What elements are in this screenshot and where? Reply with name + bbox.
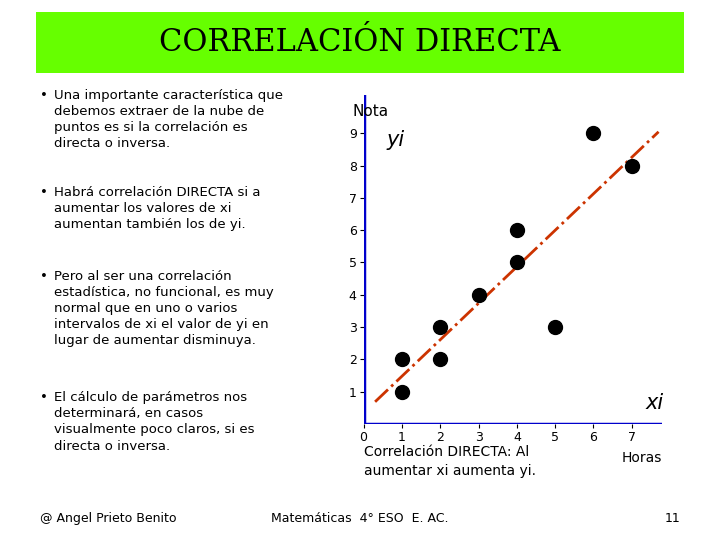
Text: aumentar xi aumenta yi.: aumentar xi aumenta yi. (364, 464, 536, 478)
Text: Pero al ser una correlación
estadística, no funcional, es muy
normal que en uno : Pero al ser una correlación estadística,… (54, 270, 274, 347)
Text: @ Angel Prieto Benito: @ Angel Prieto Benito (40, 512, 176, 525)
Text: yi: yi (387, 130, 405, 150)
Text: •: • (40, 186, 48, 199)
Text: CORRELACIÓN DIRECTA: CORRELACIÓN DIRECTA (159, 27, 561, 58)
Text: El cálculo de parámetros nos
determinará, en casos
visualmente poco claros, si e: El cálculo de parámetros nos determinará… (54, 392, 254, 453)
Text: •: • (40, 392, 48, 404)
Text: Correlación DIRECTA: Al: Correlación DIRECTA: Al (364, 446, 529, 460)
Point (434, 355, 446, 363)
Text: •: • (40, 270, 48, 283)
Point (434, 323, 446, 332)
Point (473, 291, 485, 299)
Point (396, 387, 408, 396)
Text: xi: xi (645, 393, 663, 413)
Text: Horas: Horas (622, 451, 662, 465)
Point (588, 129, 599, 138)
Text: 11: 11 (665, 512, 680, 525)
Point (511, 258, 523, 267)
Point (511, 226, 523, 234)
Text: Nota: Nota (352, 104, 388, 119)
Text: Matemáticas  4° ESO  E. AC.: Matemáticas 4° ESO E. AC. (271, 512, 449, 525)
Text: Habrá correlación DIRECTA si a
aumentar los valores de xi
aumentan también los d: Habrá correlación DIRECTA si a aumentar … (54, 186, 261, 231)
Point (549, 323, 561, 332)
Point (396, 355, 408, 363)
Point (626, 161, 637, 170)
Text: Una importante característica que
debemos extraer de la nube de
puntos es si la : Una importante característica que debemo… (54, 89, 283, 150)
Text: •: • (40, 89, 48, 102)
